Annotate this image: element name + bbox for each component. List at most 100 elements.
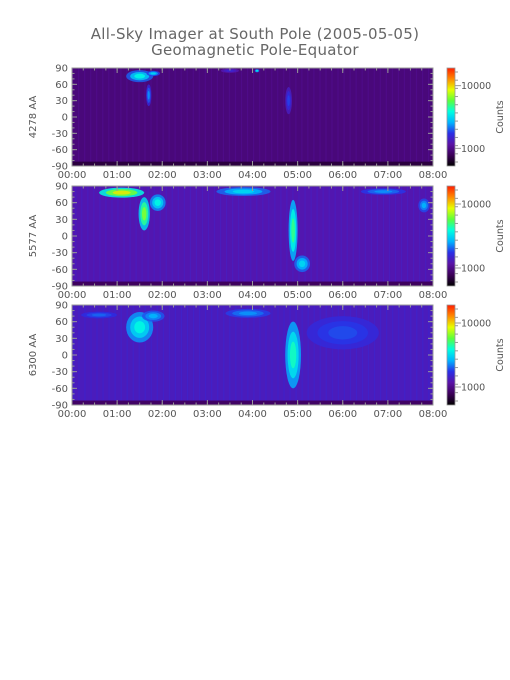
heatmap-stripe — [325, 305, 327, 405]
heatmap-stripe — [108, 305, 110, 405]
heatmap-stripe — [388, 186, 391, 286]
heatmap-stripe — [400, 186, 403, 286]
heatmap-stripe — [403, 68, 406, 166]
auroral-feature — [147, 90, 150, 100]
y-tick-label: -30 — [52, 367, 68, 378]
x-tick-label: 07:00 — [373, 409, 402, 420]
x-tick-label: 06:00 — [328, 290, 357, 301]
heatmap-stripe — [238, 186, 240, 286]
heatmap-stripe — [117, 186, 119, 286]
heatmap-stripe — [189, 186, 191, 286]
heatmap-stripe — [138, 305, 140, 405]
y-tick-label: -60 — [52, 145, 68, 156]
heatmap-stripe — [105, 186, 107, 286]
heatmap-stripe — [141, 186, 143, 286]
x-tick-label: 01:00 — [103, 170, 132, 181]
heatmap-stripe — [177, 186, 179, 286]
x-tick-label: 03:00 — [193, 170, 222, 181]
heatmap-stripe — [211, 305, 213, 405]
heatmap-stripe — [364, 186, 366, 286]
heatmap-stripe — [90, 305, 92, 405]
heatmap-stripe — [331, 305, 333, 405]
heatmap-stripe — [307, 68, 309, 166]
y-tick-label: 30 — [55, 334, 68, 345]
auroral-feature — [238, 311, 258, 316]
heatmap-stripe — [253, 305, 255, 405]
heatmap-stripe — [247, 305, 249, 405]
y-tick-label: -60 — [52, 265, 68, 276]
heatmap-stripe — [225, 186, 228, 286]
heatmap-stripe — [325, 68, 327, 166]
x-tick-label: 00:00 — [58, 290, 87, 301]
heatmap-stripe — [413, 186, 415, 286]
heatmap-stripe — [144, 305, 146, 405]
heatmap-stripe — [373, 305, 376, 405]
heatmap-stripe — [265, 68, 267, 166]
x-tick-label: 04:00 — [238, 290, 267, 301]
heatmap-stripe — [126, 305, 128, 405]
x-tick-label: 07:00 — [373, 290, 402, 301]
heatmap-stripe — [337, 68, 339, 166]
heatmap-stripe — [192, 305, 195, 405]
heatmap-stripe — [415, 68, 418, 166]
heatmap-stripe — [241, 305, 243, 405]
heatmap-stripe — [310, 186, 312, 286]
colorbar-label: Counts — [495, 100, 506, 133]
heatmap-stripe — [343, 68, 345, 166]
x-tick-label: 08:00 — [419, 290, 448, 301]
x-tick-label: 01:00 — [103, 409, 132, 420]
heatmap-stripe — [207, 186, 210, 286]
heatmap-stripe — [159, 186, 161, 286]
x-tick-label: 04:00 — [238, 170, 267, 181]
heatmap-stripe — [394, 186, 397, 286]
heatmap-stripe — [147, 186, 149, 286]
heatmap-stripe — [265, 305, 267, 405]
heatmap-stripe — [123, 186, 125, 286]
heatmap-stripe — [213, 186, 216, 286]
heatmap-stripe — [150, 305, 152, 405]
heatmap-stripe — [307, 305, 309, 405]
heatmap-stripe — [192, 68, 194, 166]
colorbar — [446, 304, 456, 406]
heatmap-stripe — [256, 186, 258, 286]
y-tick-label: -90 — [52, 282, 68, 293]
x-tick-label: 01:00 — [103, 290, 132, 301]
heatmap-stripe — [398, 305, 400, 405]
heatmap-stripe — [316, 186, 318, 286]
heatmap-stripe — [84, 305, 86, 405]
colorbar-tick-label: 10000 — [461, 81, 491, 92]
heatmap-stripe — [268, 186, 270, 286]
heatmap-stripe — [108, 68, 110, 166]
heatmap-stripe — [343, 305, 345, 405]
y-axis-label: 4278 AA — [28, 96, 39, 139]
x-tick-label: 00:00 — [58, 170, 87, 181]
heatmap-stripe — [205, 305, 207, 405]
heatmap-stripe — [210, 68, 212, 166]
x-tick-label: 05:00 — [283, 409, 312, 420]
heatmap-stripe — [277, 305, 279, 405]
heatmap-stripe — [201, 186, 204, 286]
heatmap-stripe — [144, 68, 146, 166]
heatmap-stripe — [271, 305, 273, 405]
heatmap-stripe — [174, 68, 176, 166]
heatmap-stripe — [198, 305, 201, 405]
heatmap-events — [99, 187, 430, 273]
x-tick-label: 00:00 — [58, 409, 87, 420]
heatmap-stripe — [379, 68, 381, 166]
y-tick-label: 0 — [62, 232, 68, 243]
heatmap-background — [72, 68, 433, 166]
heatmap-stripe — [183, 186, 185, 286]
heatmap-stripe — [114, 305, 116, 405]
heatmap-events — [81, 308, 379, 389]
heatmap-stripe — [150, 68, 152, 166]
heatmap-stripe — [304, 186, 306, 286]
heatmap-stripe — [156, 305, 158, 405]
heatmap-stripe — [90, 68, 92, 166]
colorbar — [446, 67, 456, 167]
heatmap-stripe — [216, 68, 218, 166]
heatmap-stripe — [246, 68, 249, 166]
heatmap-stripe — [180, 305, 183, 405]
auroral-feature — [287, 95, 290, 107]
y-tick-label: 90 — [55, 64, 68, 75]
